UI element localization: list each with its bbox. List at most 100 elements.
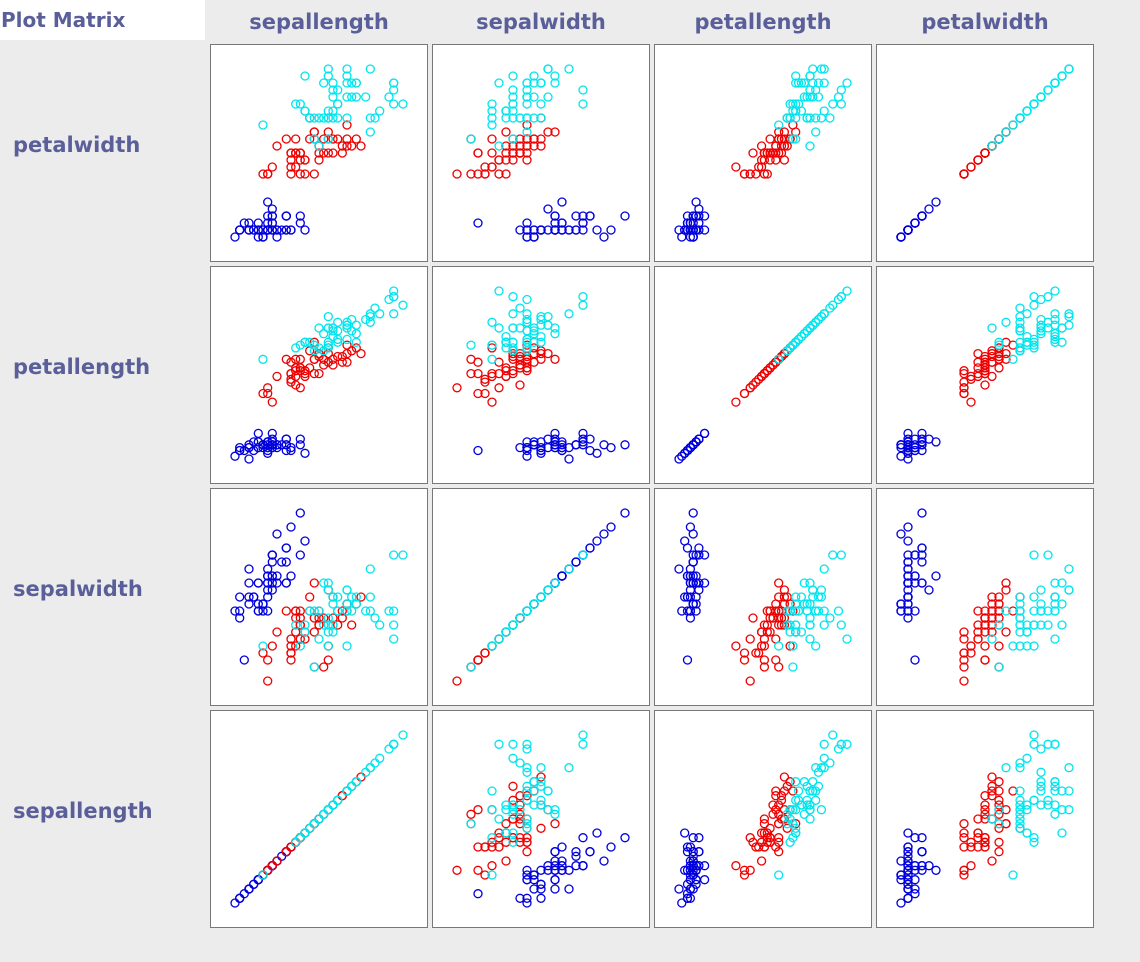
data-point: [508, 337, 518, 347]
data-point: [244, 225, 254, 235]
data-point: [788, 340, 798, 350]
scatter-cell-sepallength-vs-sepalwidth[interactable]: [432, 710, 650, 928]
data-point: [1050, 786, 1060, 796]
scatter-cell-sepalwidth-vs-sepalwidth[interactable]: [432, 488, 650, 706]
scatter-cell-petalwidth-vs-sepalwidth[interactable]: [432, 44, 650, 262]
scatter-cell-sepalwidth-vs-sepallength[interactable]: [210, 488, 428, 706]
scatter-cell-petallength-vs-petalwidth[interactable]: [876, 266, 1094, 484]
data-point: [793, 78, 804, 88]
data-point: [1050, 800, 1060, 810]
data-point: [808, 320, 818, 330]
data-point: [980, 800, 990, 810]
scatter-cell-petallength-vs-sepalwidth[interactable]: [432, 266, 650, 484]
data-point: [272, 529, 282, 539]
data-point: [836, 99, 846, 109]
data-point: [239, 655, 249, 665]
data-point: [917, 428, 927, 439]
data-point: [691, 437, 701, 447]
data-point: [398, 99, 408, 109]
data-point: [295, 620, 305, 630]
scatter-cell-petalwidth-vs-petalwidth[interactable]: [876, 44, 1094, 262]
data-point: [802, 113, 812, 123]
data-point: [319, 134, 329, 144]
data-point: [309, 368, 319, 379]
data-point: [508, 814, 518, 824]
data-point: [314, 323, 324, 333]
data-point: [917, 211, 927, 221]
data-point: [375, 309, 385, 319]
data-point: [328, 134, 338, 144]
data-point: [522, 442, 532, 453]
data-point: [813, 606, 824, 616]
data-point: [765, 833, 775, 843]
data-point: [522, 141, 532, 151]
data-point: [685, 592, 696, 602]
data-point: [384, 744, 394, 754]
data-point: [917, 550, 927, 560]
data-point: [347, 620, 357, 630]
scatter-cell-petalwidth-vs-petallength[interactable]: [654, 44, 872, 262]
data-point: [550, 805, 560, 815]
scatter-cell-sepalwidth-vs-petallength[interactable]: [654, 488, 872, 706]
scatter-cell-sepallength-vs-petalwidth[interactable]: [876, 710, 1094, 928]
data-point: [309, 346, 319, 356]
data-point: [328, 106, 338, 116]
data-point: [522, 225, 532, 235]
data-point: [351, 592, 361, 602]
data-point: [389, 309, 399, 319]
scatter-cell-petallength-vs-sepallength[interactable]: [210, 266, 428, 484]
data-point: [295, 363, 305, 373]
data-point: [536, 879, 546, 889]
data-point: [305, 113, 315, 123]
scatter-cell-sepallength-vs-petallength[interactable]: [654, 710, 872, 928]
data-point: [473, 388, 483, 399]
data-point: [272, 440, 282, 450]
row-label-petalwidth: petalwidth: [13, 133, 141, 157]
data-point: [1029, 550, 1039, 560]
data-point: [536, 99, 546, 109]
data-point: [309, 127, 319, 137]
scatter-cell-sepallength-vs-sepallength[interactable]: [210, 710, 428, 928]
data-point: [272, 141, 282, 151]
data-point: [833, 294, 844, 305]
data-point: [903, 550, 913, 560]
data-point: [508, 71, 518, 81]
data-point: [267, 162, 277, 172]
data-point: [903, 536, 913, 546]
data-point: [300, 225, 310, 235]
scatter-cell-petallength-vs-petallength[interactable]: [654, 266, 872, 484]
data-point: [244, 454, 254, 464]
data-point: [813, 78, 824, 88]
plot-matrix-tab[interactable]: Plot Matrix: [0, 0, 205, 40]
data-point: [501, 155, 511, 165]
scatter-cell-petalwidth-vs-sepallength[interactable]: [210, 44, 428, 262]
data-point: [351, 78, 361, 88]
data-point: [466, 662, 476, 672]
data-point: [473, 655, 483, 665]
data-point: [564, 763, 574, 773]
data-point: [748, 380, 758, 390]
data-point: [342, 78, 352, 88]
data-point: [980, 627, 990, 637]
data-point: [452, 676, 462, 686]
data-point: [319, 613, 329, 623]
data-point: [1050, 739, 1060, 749]
data-point: [688, 508, 698, 518]
data-point: [903, 585, 913, 595]
data-point: [522, 865, 532, 875]
data-point: [244, 564, 254, 574]
data-point: [323, 578, 333, 588]
data-point: [351, 599, 361, 609]
scatter-cell-sepalwidth-vs-petalwidth[interactable]: [876, 488, 1094, 706]
data-point: [384, 606, 394, 616]
data-point: [529, 599, 539, 609]
data-point: [508, 805, 518, 815]
data-point: [305, 606, 315, 616]
data-point: [910, 578, 920, 588]
data-point: [267, 557, 277, 567]
data-point: [811, 763, 821, 773]
data-point: [319, 809, 329, 819]
data-point: [389, 292, 399, 302]
data-point: [1036, 329, 1046, 339]
data-point: [811, 641, 821, 651]
